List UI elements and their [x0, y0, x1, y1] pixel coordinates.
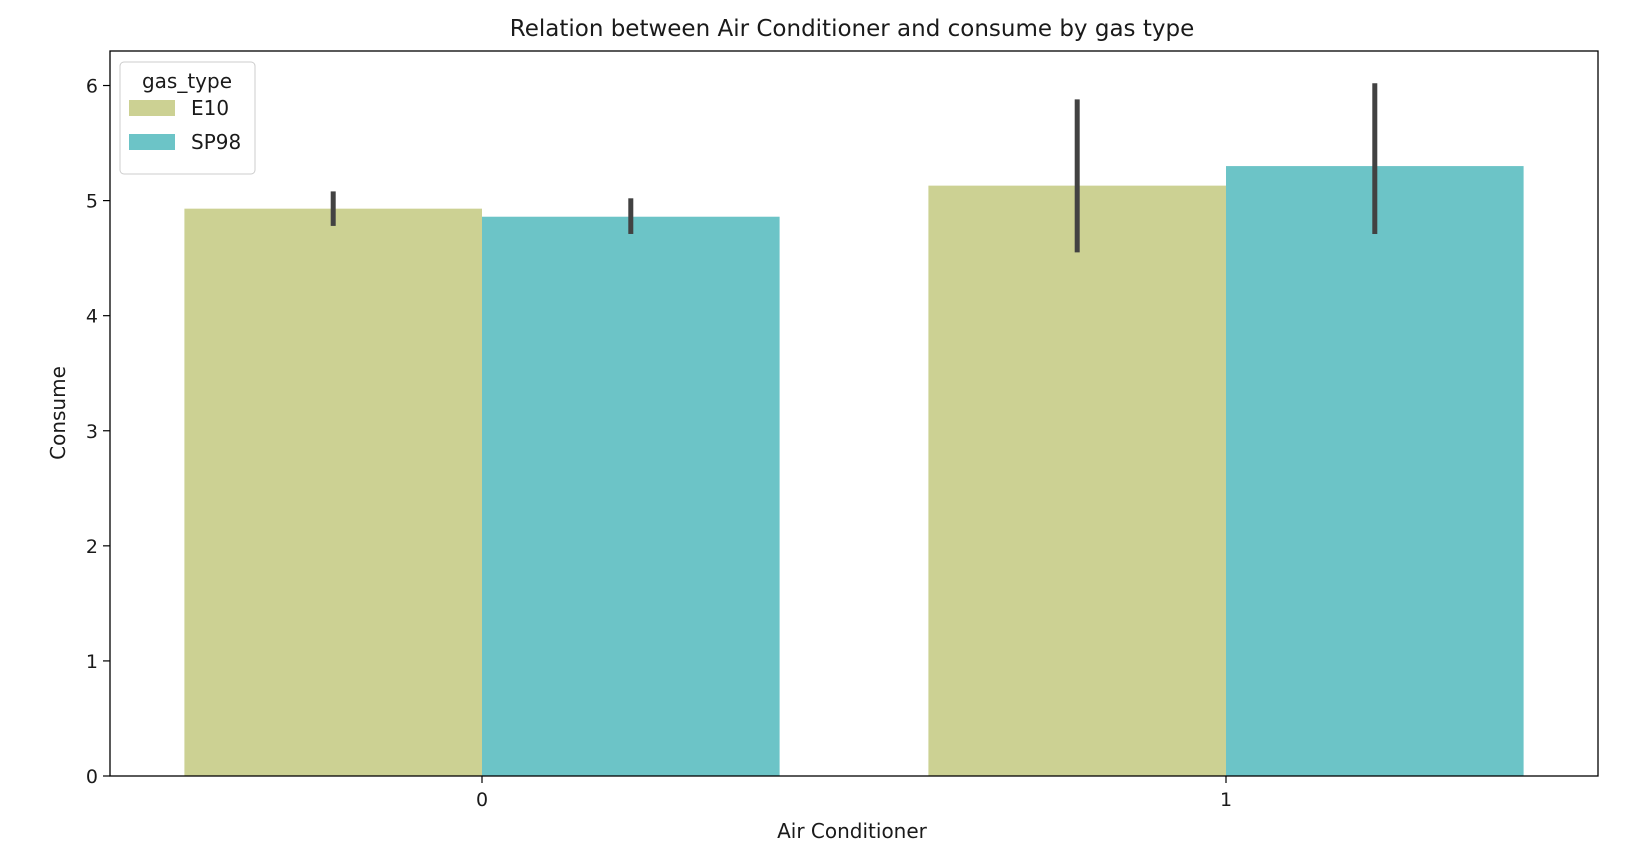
y-axis-label: Consume: [46, 366, 70, 460]
bar-SP98-0: [482, 216, 780, 776]
legend: gas_type E10 SP98: [119, 61, 256, 175]
y-tick-label: 6: [86, 76, 98, 98]
y-tick-label: 5: [86, 191, 98, 213]
bar-SP98-1: [1226, 166, 1524, 777]
legend-swatch-E10: [129, 100, 175, 116]
legend-label-E10: E10: [191, 96, 229, 120]
y-tick-label: 4: [86, 306, 98, 328]
y-tick-label: 1: [86, 651, 98, 673]
y-tick-label: 2: [86, 536, 98, 558]
bar-E10-1: [928, 185, 1226, 777]
legend-swatch-SP98: [129, 134, 175, 150]
bar-E10-0: [184, 208, 482, 776]
legend-title: gas_type: [142, 69, 232, 93]
chart-title: Relation between Air Conditioner and con…: [510, 16, 1194, 42]
y-tick-label: 3: [86, 421, 98, 443]
y-tick-label: 0: [86, 766, 98, 788]
x-axis-label: Air Conditioner: [777, 819, 928, 843]
plot-area: 0 1 2 3 4 5 6 0 1: [86, 76, 1524, 811]
plot-frame: [109, 50, 1599, 777]
legend-label-SP98: SP98: [191, 130, 241, 154]
x-tick-label: 0: [476, 789, 488, 811]
x-tick-label: 1: [1220, 789, 1232, 811]
